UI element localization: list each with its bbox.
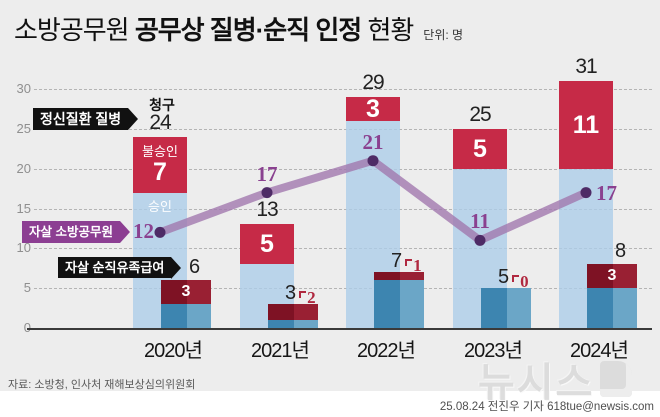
newsis-watermark: 뉴시스 [478, 350, 633, 408]
denied-value-2022년: 3 [366, 94, 380, 123]
x-label-2020년: 2020년 [144, 340, 203, 362]
y-tick-10: 10 [16, 240, 31, 256]
benefit-bar-2020년 [161, 304, 211, 328]
title-suffix: 현황 [361, 15, 414, 45]
benefit-bar-2022년 [374, 280, 424, 328]
claim-total-2021년: 13 [256, 198, 278, 222]
line-point-2021년 [261, 187, 273, 199]
y-tick-25: 25 [16, 120, 31, 136]
x-label-2021년: 2021년 [251, 340, 310, 362]
y-tick-30: 30 [16, 81, 31, 96]
approved-label: 승인 [148, 198, 172, 214]
benefit-claim-value: 5 [498, 266, 509, 289]
callout-suicide-firefighters: 자살 소방공무원 [22, 221, 130, 243]
claim-total-2024년: 31 [575, 55, 597, 79]
watermark-text: 뉴시스 [478, 361, 595, 405]
reporter-credit: 25.08.24 전진우 기자 618tue@newsis.com [439, 401, 654, 413]
claim-total-2023년: 25 [469, 102, 491, 126]
line-value-2024년: 17 [596, 180, 617, 205]
gridline-10 [34, 248, 652, 250]
line-value-2020년: 12 [133, 219, 154, 244]
denied-value-2023년: 5 [473, 134, 487, 163]
claim-total-2020년: 24 [149, 110, 171, 134]
benefit-total-2020년: 6 [188, 256, 200, 279]
benefit-red-value: 1 [413, 256, 421, 276]
title-prefix: 소방공무원 [14, 15, 135, 45]
y-tick-5: 5 [23, 280, 31, 296]
leader-bracket-icon [512, 275, 520, 283]
benefit-bar-red-2020년: 3 [161, 280, 211, 305]
benefit-claim-value: 3 [285, 282, 296, 305]
y-tick-15: 15 [16, 200, 31, 216]
bottom-strip [0, 391, 660, 417]
benefit-bar-red-2021년 [268, 304, 318, 321]
benefit-bar-2024년 [587, 288, 637, 328]
bar-denied-2023년: 5 [453, 128, 507, 169]
y-tick-20: 20 [16, 160, 31, 176]
claim-label: 청구 [149, 97, 175, 113]
benefit-bar-2021년 [268, 320, 318, 328]
newsis-logo-icon [600, 361, 633, 397]
leader-bracket-icon [405, 259, 413, 267]
x-label-2024년: 2024년 [570, 340, 629, 362]
benefit-bar-red-2022년 [374, 272, 424, 281]
y-tick-0: 0 [0, 320, 31, 335]
benefit-claim-value: 7 [391, 250, 402, 273]
callout-mental-illness: 정신질환 질병 [33, 108, 139, 130]
line-value-2021년: 17 [256, 161, 278, 186]
benefit-red-value: 0 [520, 272, 528, 292]
x-axis-line [27, 328, 652, 330]
bar-denied-2021년: 5 [240, 224, 294, 265]
bar-denied-2024년: 11 [559, 81, 613, 169]
source-note: 자료: 소방청, 인사처 재해보상심의위원회 [8, 379, 196, 391]
gridline-30 [34, 89, 652, 90]
gridline-5 [34, 288, 652, 290]
bar-denied-2020년: 불승인 7 [133, 136, 187, 193]
denied-value-2024년: 11 [572, 110, 600, 139]
leader-bracket-icon [299, 291, 307, 299]
benefit-total-2024년: 8 [614, 240, 626, 263]
x-label-2023년: 2023년 [464, 340, 523, 362]
denied-label: 불승인 [142, 144, 178, 160]
benefit-red-value: 2 [307, 288, 315, 308]
x-label-2022년: 2022년 [357, 340, 416, 362]
claim-total-2022년: 29 [362, 70, 384, 94]
unit-label: 단위: 명 [423, 28, 464, 42]
line-value-2022년: 21 [362, 129, 384, 154]
denied-value-2020년: 7 [153, 158, 167, 187]
benefit-bar-2023년 [481, 288, 531, 328]
callout-suicide-benefit: 자살 순직유족급여 [58, 256, 182, 279]
denied-value-2021년: 5 [260, 230, 274, 259]
page-title: 소방공무원 공무상 질병·순직 인정 현황 단위: 명 [14, 10, 463, 47]
gridline-25 [34, 128, 652, 130]
bar-denied-2022년: 3 [346, 94, 400, 123]
benefit-bar-red-2024년: 3 [587, 264, 637, 289]
title-bold: 공무상 질병·순직 인정 [134, 15, 362, 45]
line-value-2023년: 11 [470, 209, 490, 234]
